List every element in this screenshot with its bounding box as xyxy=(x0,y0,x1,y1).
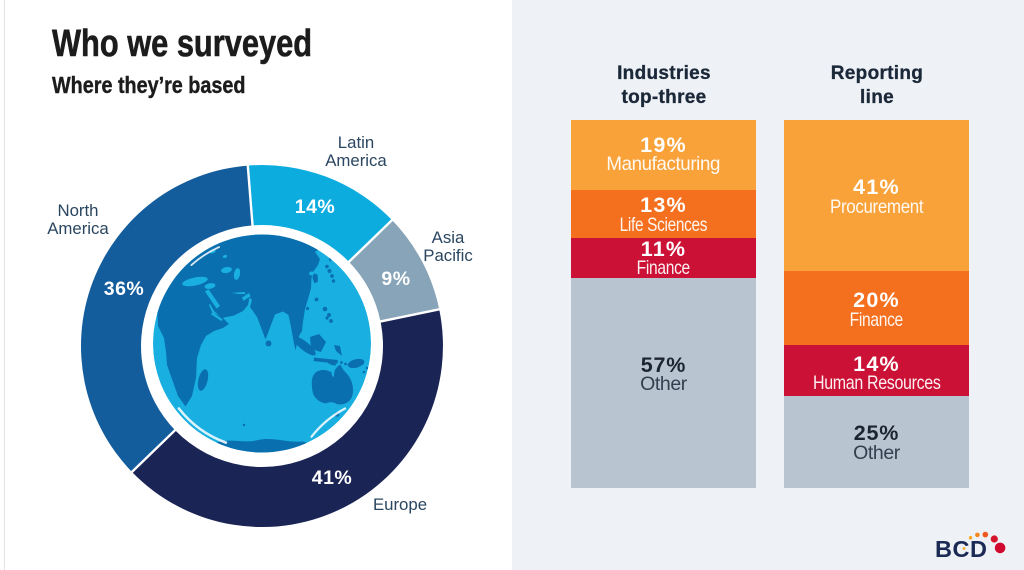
svg-text:BCD: BCD xyxy=(935,536,987,562)
